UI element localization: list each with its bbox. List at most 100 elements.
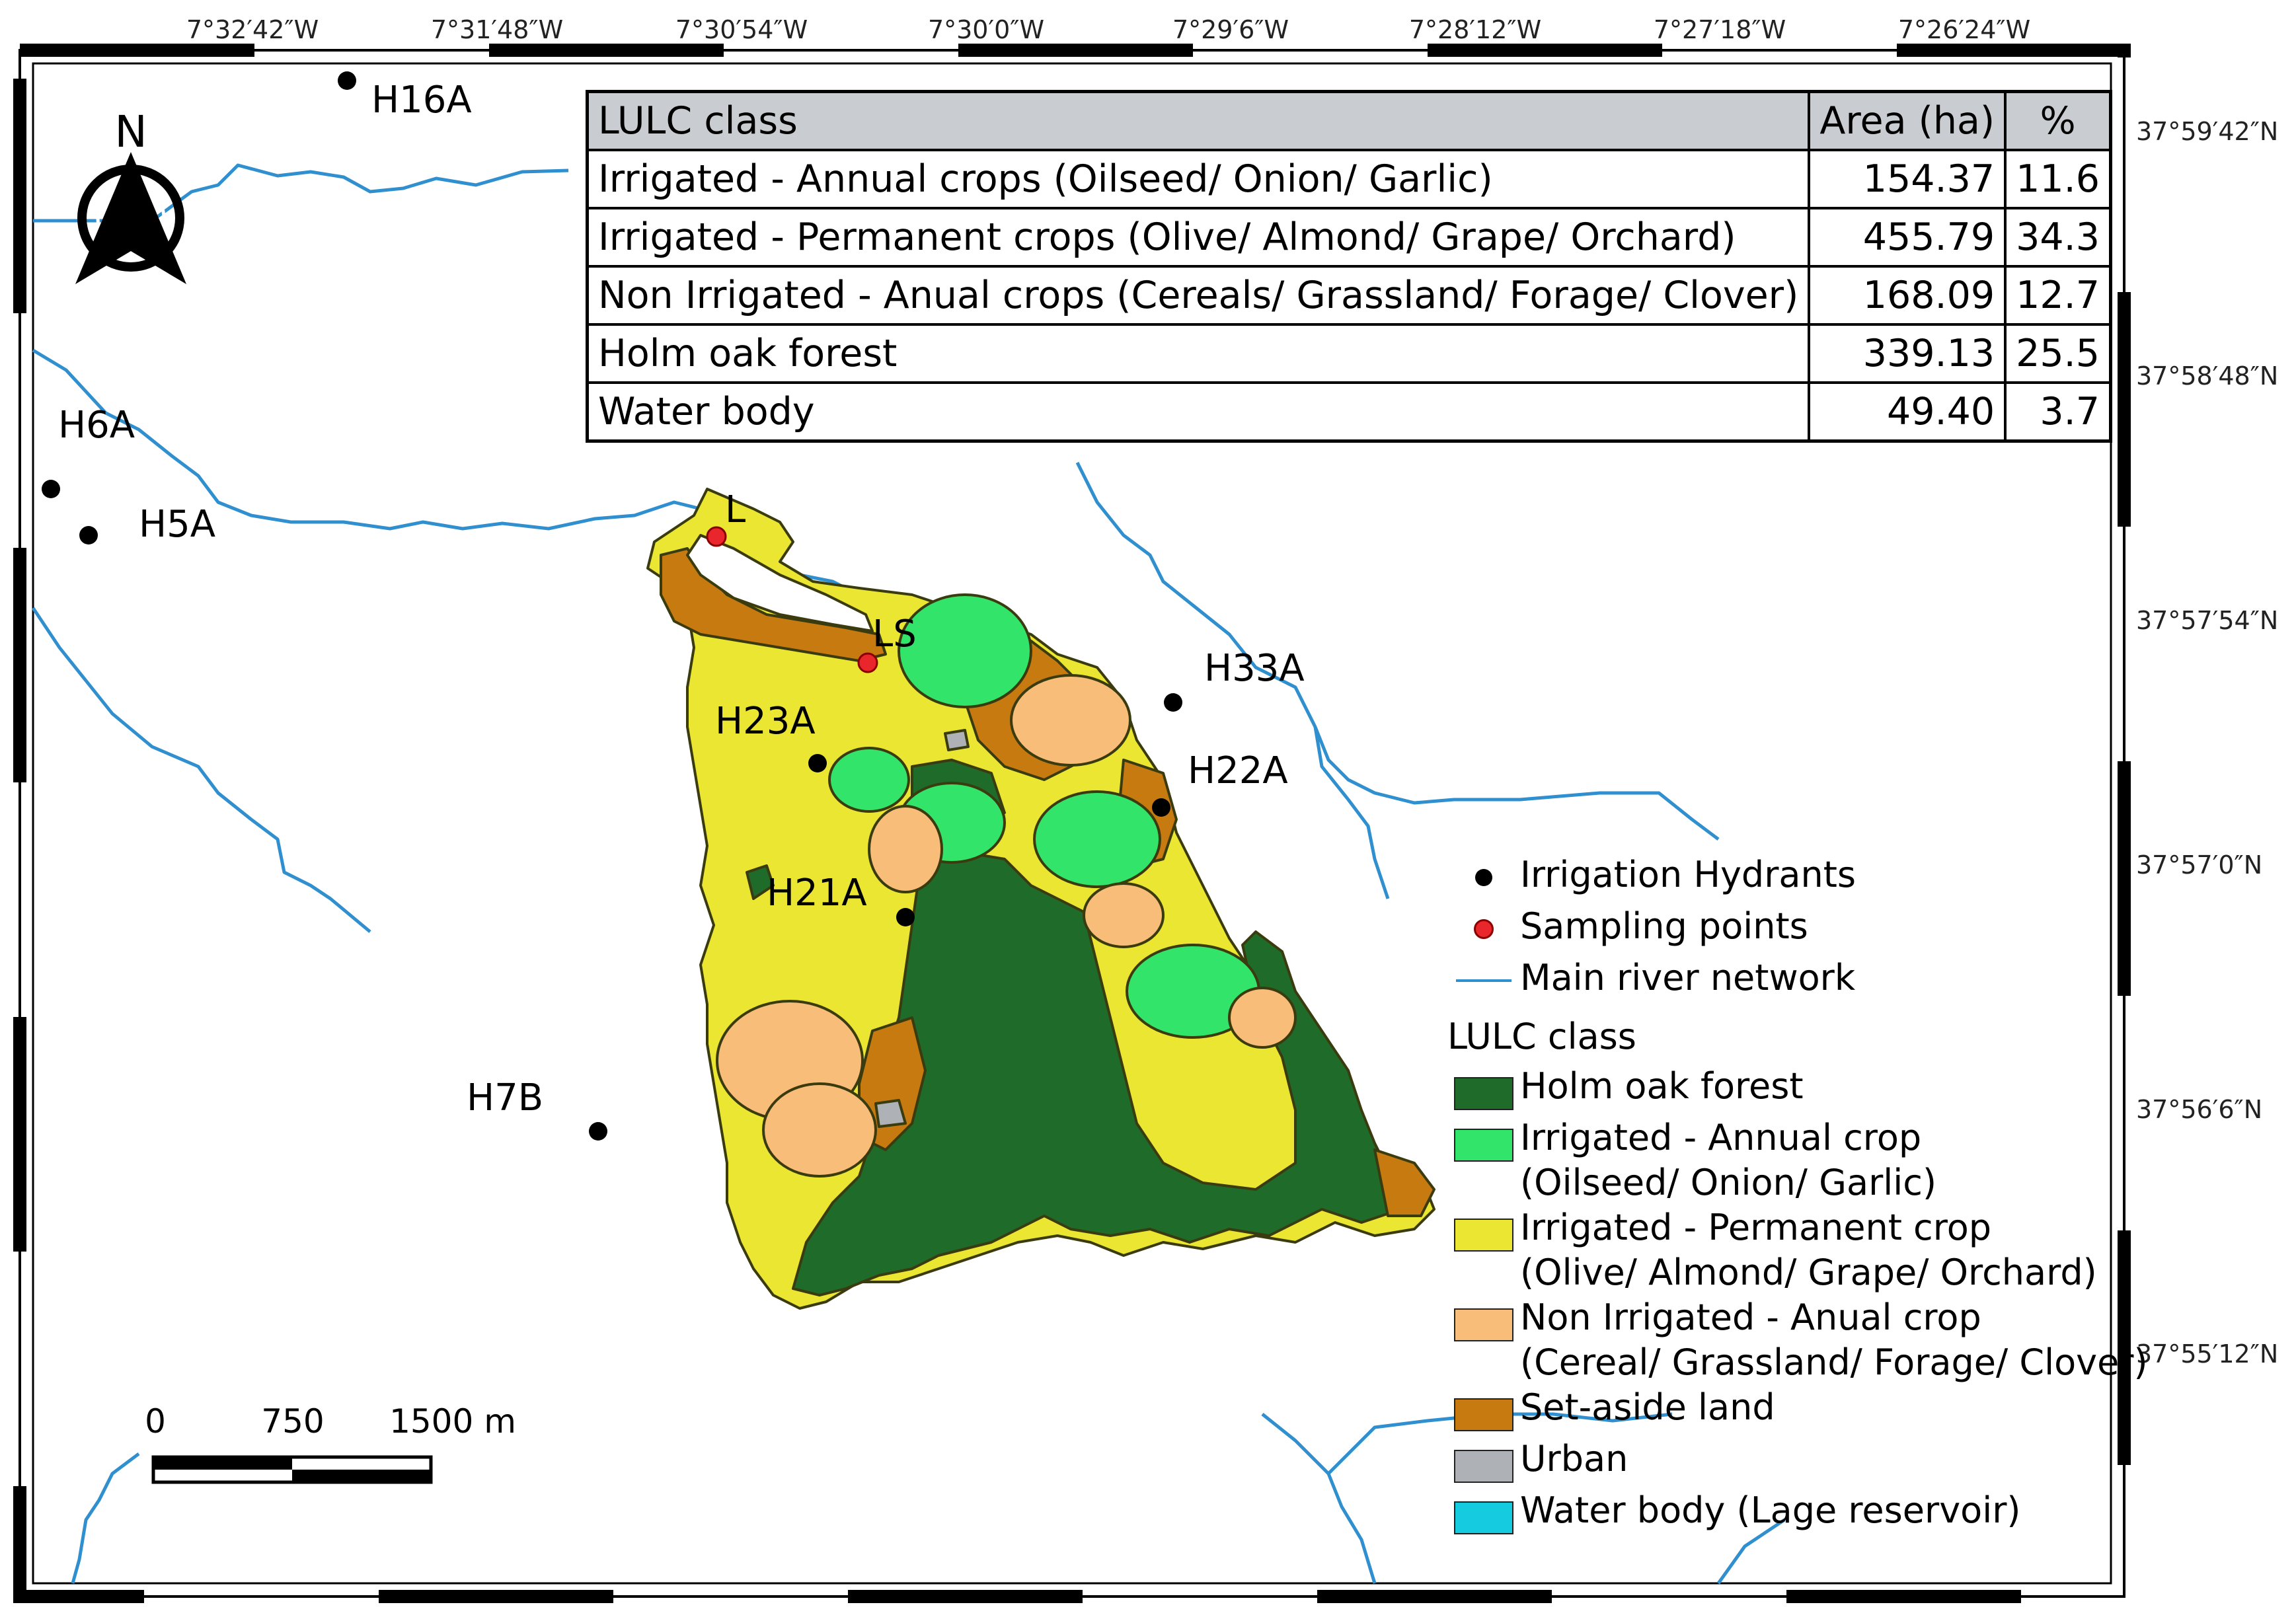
lon-label: 7°31′48″W	[431, 15, 563, 44]
urban-patch	[874, 1099, 907, 1128]
label-h6a: H6A	[58, 404, 135, 447]
forest-west-patch	[746, 864, 775, 900]
swatch-icon	[1454, 1308, 1513, 1341]
hydrant-h33a	[1164, 693, 1182, 712]
sampling-markers	[706, 526, 878, 673]
nonirr-circle-2	[868, 805, 943, 893]
legend-label: Non Irrigated - Anual crop	[1520, 1296, 1981, 1338]
lon-label: 7°28′12″W	[1409, 15, 1541, 44]
scale-label-1500: 1500 m	[389, 1402, 516, 1441]
lulc-area-table: LULC class Area (ha) % Irrigated - Annua…	[586, 90, 2113, 443]
setaside-south-east	[1373, 1148, 1435, 1217]
swatch-icon	[1454, 1501, 1513, 1534]
forest-main	[792, 838, 1416, 1296]
lat-label: 37°55′12″N	[2136, 1339, 2278, 1369]
legend-label: Irrigation Hydrants	[1520, 854, 1856, 895]
sampling-dot-icon	[1474, 919, 1494, 939]
row-class: Non Irrigated - Anual crops (Cereals/ Gr…	[586, 265, 1811, 326]
header-area: Area (ha)	[1808, 90, 2007, 151]
legend-label: Main river network	[1520, 957, 1856, 998]
map-legend: Irrigation Hydrants Sampling points Main…	[1447, 852, 2267, 1540]
river-south-east	[1261, 1412, 1673, 1476]
row-pct: 34.3	[2004, 207, 2112, 268]
hydrant-h16a	[338, 71, 356, 90]
scale-label-750: 750	[261, 1402, 324, 1441]
label-h21a: H21A	[767, 872, 867, 915]
legend-item-class: Holm oak forest	[1447, 1064, 2267, 1115]
river-west-upper	[32, 348, 701, 531]
row-area: 168.09	[1808, 265, 2007, 326]
lon-label: 7°30′54″W	[675, 15, 808, 44]
nonirr-circle-1	[1010, 674, 1131, 767]
nonirr-circle-4	[1228, 987, 1297, 1049]
table-row: Water body 49.40 3.7	[586, 381, 2112, 443]
legend-sublabel: (Cereal/ Grassland/ Forage/ Clover)	[1520, 1341, 2148, 1383]
header-pct: %	[2004, 90, 2112, 151]
hydrant-h7b	[589, 1122, 607, 1141]
nonirr-circle-3	[1083, 882, 1165, 948]
legend-item-class: Irrigated - Permanent crop (Olive/ Almon…	[1447, 1205, 2267, 1295]
legend-item-class: Non Irrigated - Anual crop (Cereal/ Gras…	[1447, 1295, 2267, 1385]
hydrant-h23a	[808, 754, 827, 772]
longitude-labels: 7°32′42″W 7°31′48″W 7°30′54″W 7°30′0″W 7…	[186, 15, 2030, 44]
hydrant-h21a	[896, 908, 915, 926]
swatch-icon	[1454, 1398, 1513, 1431]
legend-heading: LULC class	[1447, 1016, 1636, 1057]
swatch-icon	[1454, 1450, 1513, 1483]
table-header-row: LULC class Area (ha) %	[586, 90, 2112, 151]
annual-circle-2	[828, 747, 910, 813]
table-row: Non Irrigated - Anual crops (Cereals/ Gr…	[586, 265, 2112, 326]
river-east	[1075, 461, 1720, 841]
point-labels: H16A H6A H5A H33A H23A H22A H21A H7B L L…	[58, 79, 1305, 1119]
row-area: 339.13	[1808, 323, 2007, 384]
hydrant-h5a	[79, 526, 98, 545]
lat-label: 37°56′6″N	[2136, 1095, 2262, 1124]
row-pct: 25.5	[2004, 323, 2112, 384]
legend-label: Irrigated - Permanent crop	[1520, 1207, 1992, 1248]
row-area: 49.40	[1808, 381, 2007, 443]
legend-item-hydrants: Irrigation Hydrants	[1447, 852, 2267, 904]
label-h33a: H33A	[1204, 647, 1305, 690]
label-h5a: H5A	[139, 503, 215, 546]
urban-patch-north	[944, 729, 970, 751]
lon-label: 7°29′6″W	[1172, 15, 1289, 44]
legend-item-river: Main river network	[1447, 956, 2267, 1007]
lon-label: 7°26′24″W	[1898, 15, 2030, 44]
lat-label: 37°57′54″N	[2136, 606, 2278, 635]
north-label: N	[114, 106, 147, 157]
hydrant-markers	[42, 71, 1182, 1141]
setaside-lower-west	[858, 1016, 927, 1151]
water-reservoir-shore	[686, 534, 874, 632]
table-row: Irrigated - Permanent crops (Olive/ Almo…	[586, 207, 2112, 268]
legend-item-class: Set-aside land	[1447, 1385, 2267, 1437]
legend-sublabel: (Olive/ Almond/ Grape/ Orchard)	[1520, 1252, 2097, 1293]
river-east-branch	[1313, 726, 1390, 899]
annual-circle-4	[1033, 790, 1161, 888]
row-class: Irrigated - Permanent crops (Olive/ Almo…	[586, 207, 1811, 268]
hydrant-dot-icon	[1475, 869, 1492, 886]
hydrant-h6a	[42, 480, 60, 498]
legend-label: Water body (Lage reservoir)	[1520, 1489, 2021, 1531]
legend-item-sampling: Sampling points	[1447, 904, 2267, 956]
label-h7b: H7B	[467, 1076, 543, 1119]
row-class: Water body	[586, 381, 1811, 443]
row-area: 154.37	[1808, 149, 2007, 209]
row-pct: 11.6	[2004, 149, 2112, 209]
legend-label: Holm oak forest	[1520, 1065, 1804, 1107]
latitude-labels: 37°59′42″N 37°58′48″N 37°57′54″N 37°57′0…	[2136, 117, 2278, 1369]
lat-label: 37°58′48″N	[2136, 361, 2278, 391]
river-north	[33, 163, 569, 223]
lon-label: 7°32′42″W	[186, 15, 319, 44]
sampling-point-l	[706, 526, 727, 547]
label-h22a: H22A	[1188, 749, 1288, 792]
crop-circles	[716, 593, 1297, 1178]
river-south-west	[71, 1452, 140, 1584]
row-class: Holm oak forest	[586, 323, 1811, 384]
row-class: Irrigated - Annual crops (Oilseed/ Onion…	[586, 149, 1811, 209]
nonirr-circle-6	[762, 1082, 877, 1178]
label-ls: LS	[872, 613, 917, 656]
row-area: 455.79	[1808, 207, 2007, 268]
sampling-point-ls	[857, 652, 878, 673]
river-line-icon	[1456, 979, 1512, 982]
lat-label: 37°59′42″N	[2136, 117, 2278, 146]
